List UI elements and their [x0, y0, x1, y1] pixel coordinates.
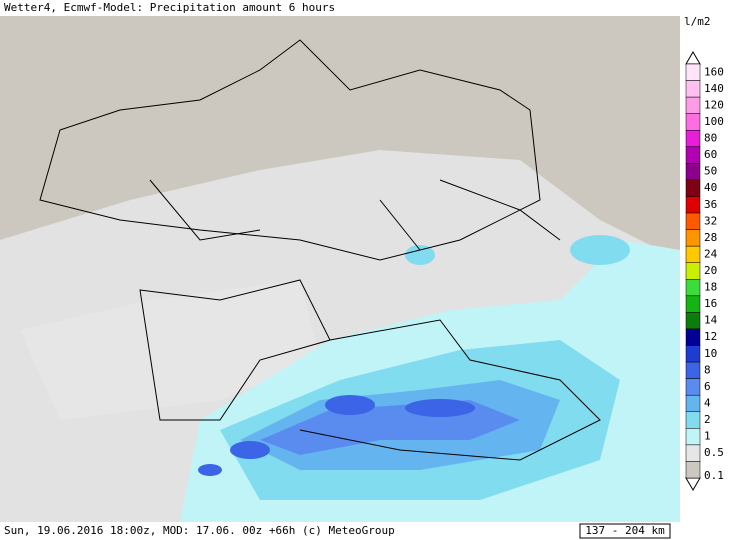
legend-label: 1	[704, 430, 711, 443]
legend-label: 60	[704, 148, 717, 161]
legend-label: 20	[704, 264, 717, 277]
legend-swatch	[685, 394, 701, 413]
legend-label: 140	[704, 82, 724, 95]
legend-label: 2	[704, 413, 711, 426]
legend-label: 18	[704, 281, 717, 294]
legend-swatch	[685, 129, 701, 148]
legend-label: 50	[704, 165, 717, 178]
legend-swatch	[685, 179, 701, 197]
footer-bar	[0, 522, 740, 540]
title-bar	[0, 0, 680, 16]
legend-swatch	[685, 295, 701, 313]
title: Wetter4, Ecmwf-Model: Precipitation amou…	[4, 1, 335, 14]
legend-label: 16	[704, 297, 717, 310]
legend-swatch	[685, 146, 701, 164]
map	[0, 16, 680, 522]
legend-swatch	[685, 428, 701, 446]
scale-label: 137 - 204 km	[585, 524, 665, 537]
legend-label: 12	[704, 330, 717, 343]
legend-label: 40	[704, 181, 717, 194]
legend-swatch	[685, 80, 701, 98]
legend-label: 32	[704, 214, 717, 227]
legend-label: 6	[704, 380, 711, 393]
legend-swatch	[685, 361, 701, 379]
legend-swatch	[685, 279, 701, 297]
legend-label: 4	[704, 396, 711, 409]
legend: 1601401201008060504036322824201816141210…	[685, 63, 724, 482]
legend-swatch	[685, 196, 701, 214]
legend-swatch	[685, 328, 701, 346]
legend-label: 24	[704, 247, 718, 260]
legend-label: 100	[704, 115, 724, 128]
legend-label: 8	[704, 363, 711, 376]
legend-swatch	[685, 63, 701, 81]
legend-label: 120	[704, 98, 724, 111]
legend-swatch	[685, 345, 701, 363]
legend-label: 28	[704, 231, 717, 244]
legend-swatch	[685, 444, 701, 462]
legend-swatch	[685, 378, 701, 396]
legend-swatch	[685, 96, 701, 114]
legend-swatch	[685, 163, 701, 181]
legend-swatch	[685, 212, 701, 230]
legend-label: 160	[704, 65, 724, 78]
legend-swatch	[685, 113, 701, 131]
legend-swatch	[685, 461, 701, 479]
legend-swatch	[685, 245, 701, 263]
legend-unit: l/m2	[684, 15, 711, 28]
legend-swatch	[685, 262, 701, 280]
footer-text: Sun, 19.06.2016 18:00z, MOD: 17.06. 00z …	[4, 524, 395, 537]
legend-label: 0.1	[704, 469, 724, 482]
legend-swatch	[685, 229, 701, 247]
legend-swatch	[685, 411, 701, 429]
legend-label: 10	[704, 347, 717, 360]
legend-label: 36	[704, 198, 717, 211]
legend-swatch	[685, 312, 701, 330]
legend-label: 14	[704, 314, 718, 327]
legend-label: 80	[704, 132, 717, 145]
scale-box	[579, 523, 671, 539]
legend-label: 0.5	[704, 446, 724, 459]
